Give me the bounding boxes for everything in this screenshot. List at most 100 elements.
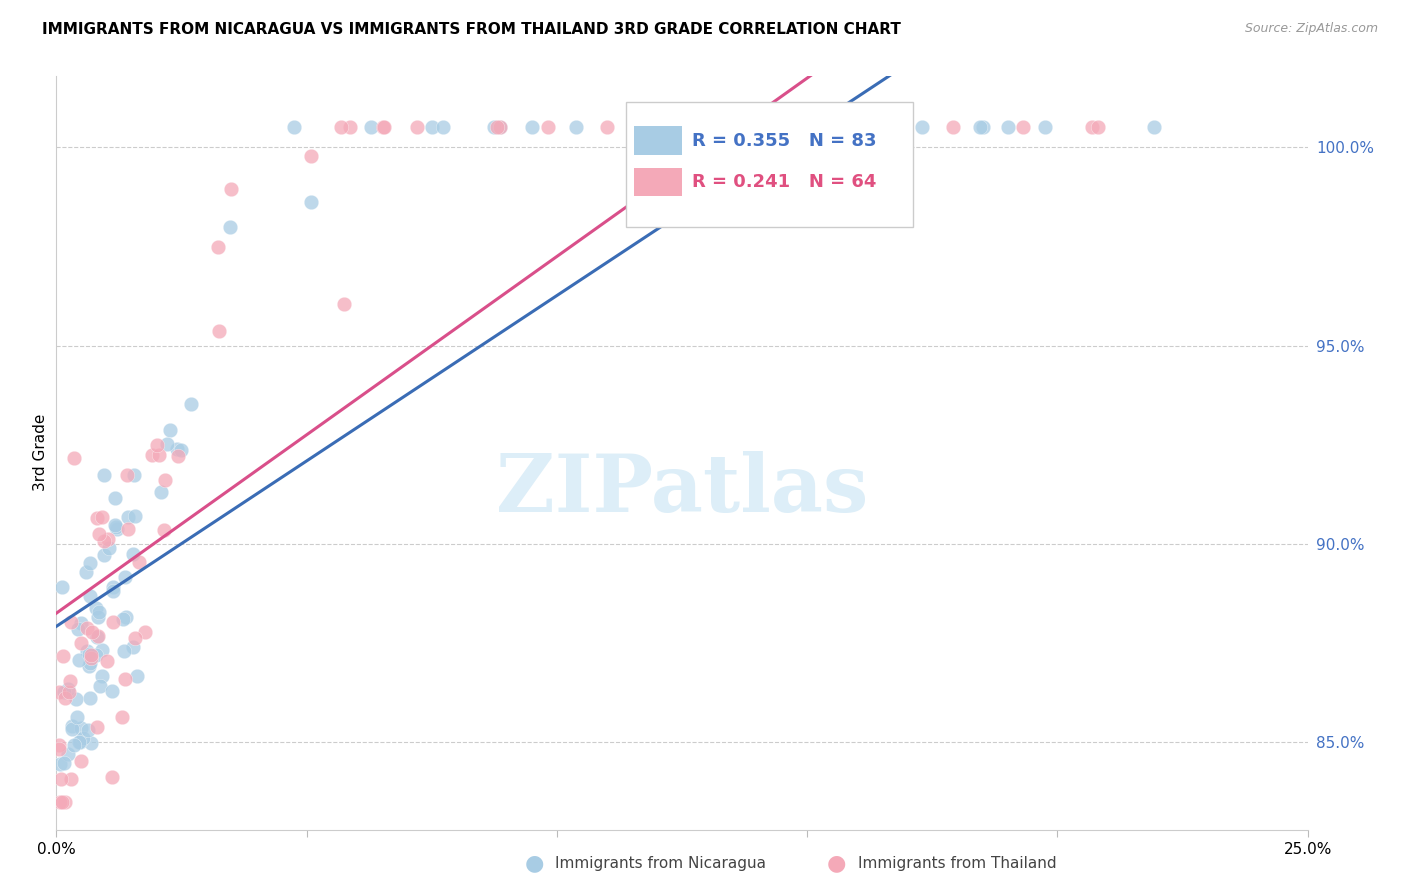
Point xyxy=(159,423,181,437)
Point xyxy=(52,684,75,698)
Point xyxy=(146,437,169,451)
Point xyxy=(845,120,868,135)
Point xyxy=(59,615,82,629)
Point xyxy=(683,120,706,135)
Point xyxy=(52,648,75,663)
Point xyxy=(218,219,240,234)
Point xyxy=(432,120,454,135)
Point xyxy=(49,772,72,786)
Point xyxy=(70,616,93,631)
Point xyxy=(77,647,100,661)
Point xyxy=(339,120,361,135)
Point xyxy=(860,120,883,135)
Point xyxy=(299,149,322,163)
Point xyxy=(96,654,118,668)
Point xyxy=(58,685,80,699)
Point xyxy=(114,672,136,686)
Point xyxy=(100,684,122,698)
Point xyxy=(69,754,91,768)
Point xyxy=(90,643,112,657)
Point xyxy=(98,541,121,555)
Point xyxy=(997,120,1019,135)
Point xyxy=(633,120,655,135)
Text: ●: ● xyxy=(827,854,846,873)
Point xyxy=(846,120,869,135)
Point xyxy=(484,120,506,135)
Point xyxy=(66,622,89,636)
Point xyxy=(51,795,73,809)
Point xyxy=(84,648,107,662)
Point xyxy=(93,468,115,483)
Point xyxy=(114,610,136,624)
Point xyxy=(166,450,188,464)
Point xyxy=(360,120,382,135)
Point xyxy=(70,636,93,650)
Point xyxy=(93,533,115,548)
Point xyxy=(62,451,84,466)
Text: Source: ZipAtlas.com: Source: ZipAtlas.com xyxy=(1244,22,1378,36)
Text: ZIPatlas: ZIPatlas xyxy=(496,451,868,529)
Point xyxy=(58,747,80,761)
Point xyxy=(128,555,150,569)
Point xyxy=(93,548,115,562)
Point xyxy=(520,120,543,135)
Point xyxy=(89,605,111,619)
Point xyxy=(942,120,965,135)
Point xyxy=(80,650,103,665)
Point xyxy=(49,756,72,771)
Point xyxy=(208,324,231,338)
Point xyxy=(152,523,174,537)
Point xyxy=(565,120,588,135)
Point xyxy=(373,120,395,135)
Point xyxy=(90,669,112,683)
Point xyxy=(87,527,110,541)
Point xyxy=(156,437,179,451)
Point xyxy=(53,795,76,809)
Point xyxy=(86,720,108,734)
Point xyxy=(117,510,139,524)
Point xyxy=(111,709,134,723)
Point xyxy=(114,570,136,584)
Point xyxy=(60,772,83,787)
Point xyxy=(62,738,84,752)
Point xyxy=(100,770,122,784)
Text: ●: ● xyxy=(524,854,544,873)
Point xyxy=(486,120,509,135)
Point xyxy=(219,182,242,196)
Point xyxy=(1012,120,1035,135)
Point xyxy=(77,723,100,737)
Point xyxy=(1033,120,1056,135)
Point xyxy=(60,722,83,736)
Point xyxy=(79,690,101,705)
Point xyxy=(371,120,394,135)
Point xyxy=(56,682,79,697)
FancyBboxPatch shape xyxy=(634,127,682,155)
Point xyxy=(1081,120,1104,135)
Point xyxy=(125,669,148,683)
Point xyxy=(299,194,322,209)
Point xyxy=(101,580,124,594)
Point xyxy=(86,630,108,644)
Point xyxy=(180,397,202,411)
Point xyxy=(124,508,146,523)
Point xyxy=(70,722,93,736)
Text: R = 0.241   N = 64: R = 0.241 N = 64 xyxy=(692,173,876,191)
Point xyxy=(148,448,170,462)
Point xyxy=(105,522,128,536)
Text: R = 0.355   N = 83: R = 0.355 N = 83 xyxy=(692,132,876,150)
Point xyxy=(124,631,146,645)
Point xyxy=(48,795,70,809)
Point xyxy=(207,240,229,254)
Point xyxy=(330,120,353,135)
Y-axis label: 3rd Grade: 3rd Grade xyxy=(32,414,48,491)
Point xyxy=(150,484,173,499)
Point xyxy=(727,120,749,135)
Point xyxy=(48,685,70,699)
Point xyxy=(60,719,83,733)
Point xyxy=(84,601,107,615)
FancyBboxPatch shape xyxy=(634,168,682,196)
Point xyxy=(53,690,76,705)
Point xyxy=(101,615,124,630)
Point xyxy=(76,621,98,635)
Point xyxy=(882,120,904,135)
